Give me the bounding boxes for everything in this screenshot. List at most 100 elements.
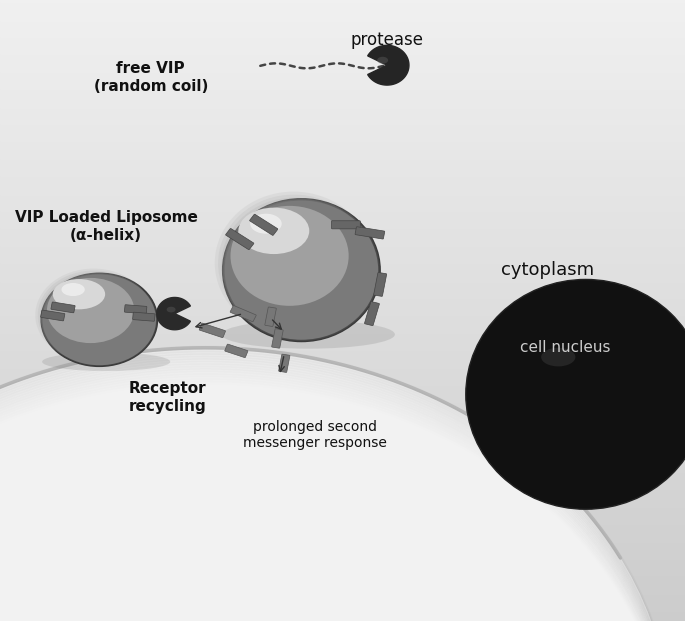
Bar (0, 455, 685, 458)
Ellipse shape (225, 201, 365, 328)
Ellipse shape (248, 222, 347, 312)
Bar (0, 368, 685, 371)
Bar (0, 458, 685, 460)
Bar (0, 309, 685, 310)
Bar (0, 253, 685, 255)
Text: prolonged second
messenger response: prolonged second messenger response (243, 420, 387, 450)
Bar (0, 383, 685, 385)
Bar (0, 176, 685, 178)
Bar (0, 362, 685, 365)
Text: Receptor
recycling: Receptor recycling (129, 381, 207, 414)
Bar (0, 170, 685, 172)
Bar (0, 188, 685, 191)
Bar (0, 247, 685, 248)
Bar (0, 514, 685, 515)
Ellipse shape (221, 320, 395, 349)
Bar (0, 594, 685, 596)
Text: cytoplasm: cytoplasm (501, 261, 595, 279)
Bar (0, 168, 685, 170)
Bar (0, 37, 685, 39)
Bar (0, 571, 685, 573)
Bar (0, 33, 685, 35)
Bar (0, 203, 685, 205)
Ellipse shape (64, 292, 129, 344)
Bar (0, 225, 685, 228)
Bar (0, 217, 685, 219)
Bar (0, 499, 685, 501)
Bar (0, 557, 685, 559)
Bar (0, 70, 685, 73)
Bar (0, 300, 685, 302)
Bar (0, 323, 685, 325)
Bar (0, 360, 685, 362)
Ellipse shape (42, 353, 171, 371)
Bar (0, 60, 685, 62)
Bar (0, 391, 685, 393)
Bar (0, 205, 685, 207)
Bar (0, 428, 685, 430)
Bar (0, 532, 685, 534)
Bar (0, 520, 685, 522)
Bar (0, 451, 685, 453)
FancyBboxPatch shape (199, 323, 225, 338)
Ellipse shape (235, 210, 358, 321)
Bar (0, 149, 685, 151)
Ellipse shape (255, 228, 342, 307)
Bar (0, 410, 685, 412)
Bar (0, 468, 685, 470)
Bar (0, 124, 685, 126)
Bar (0, 430, 685, 433)
FancyBboxPatch shape (249, 214, 278, 235)
Bar (0, 542, 685, 545)
Bar (0, 75, 685, 76)
Bar (0, 412, 685, 414)
Bar (0, 534, 685, 536)
Bar (0, 263, 685, 265)
Bar (0, 422, 685, 424)
Bar (0, 497, 685, 499)
Bar (0, 12, 685, 14)
Bar (0, 141, 685, 143)
Ellipse shape (214, 191, 373, 335)
Bar (0, 160, 685, 161)
Bar (0, 31, 685, 33)
Bar (0, 278, 685, 279)
Bar (0, 91, 685, 93)
Bar (0, 420, 685, 422)
Ellipse shape (75, 300, 123, 338)
Bar (0, 135, 685, 137)
Bar (0, 424, 685, 427)
Bar (0, 515, 685, 517)
Bar (0, 555, 685, 557)
Bar (0, 279, 685, 281)
Bar (0, 418, 685, 420)
Bar (0, 602, 685, 604)
Bar (0, 118, 685, 120)
Bar (0, 356, 685, 358)
Bar (0, 228, 685, 230)
Bar (0, 172, 685, 174)
Bar (0, 526, 685, 528)
Text: protease: protease (351, 32, 423, 49)
Ellipse shape (62, 283, 85, 296)
Bar (0, 377, 685, 379)
Bar (0, 215, 685, 217)
Bar (0, 538, 685, 540)
Bar (0, 43, 685, 45)
Bar (0, 601, 685, 602)
Bar (0, 461, 685, 464)
Bar (0, 416, 685, 418)
Bar (0, 325, 685, 327)
Bar (0, 393, 685, 396)
Bar (0, 234, 685, 236)
Bar (0, 79, 685, 81)
Bar (0, 296, 685, 298)
Bar (0, 354, 685, 356)
Bar (0, 483, 685, 484)
Bar (0, 553, 685, 555)
Bar (0, 590, 685, 592)
Bar (0, 112, 685, 114)
Bar (0, 138, 685, 141)
Bar (0, 42, 685, 43)
Bar (0, 579, 685, 582)
